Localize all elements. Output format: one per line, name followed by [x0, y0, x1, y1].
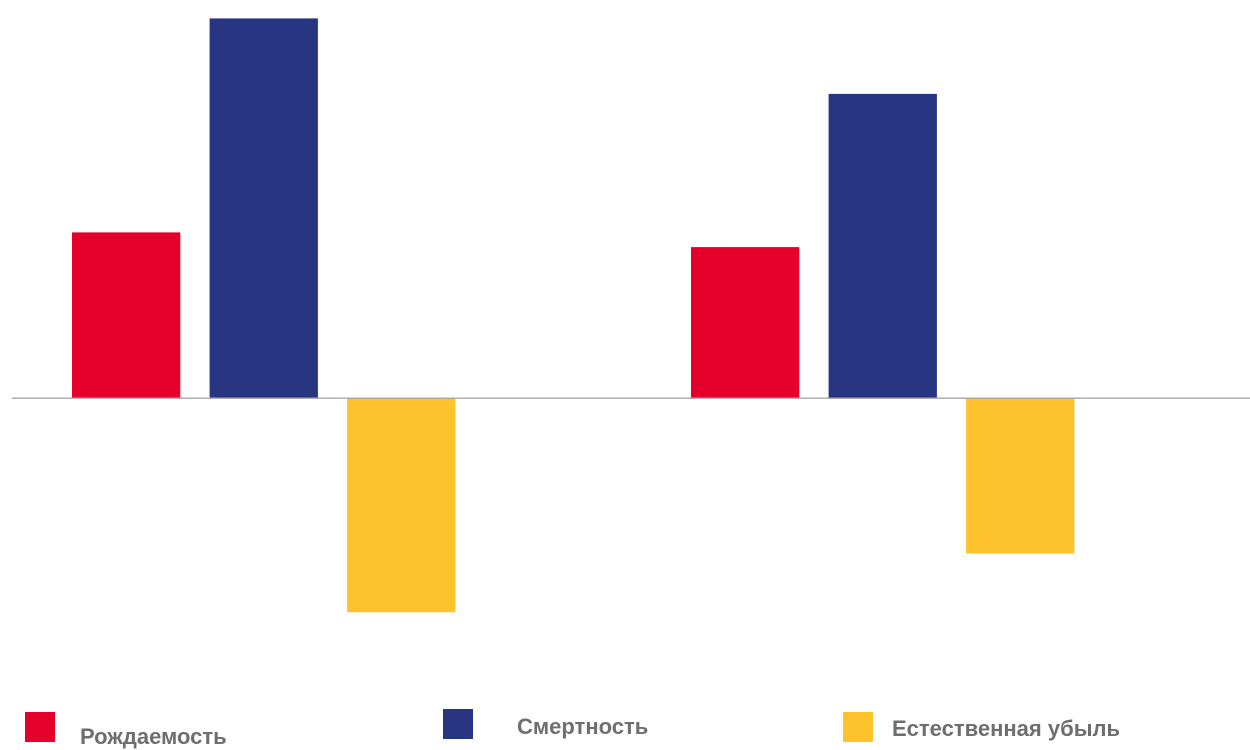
- legend-swatch-natural-decrease: [843, 712, 873, 742]
- legend-label-deaths: Смертность: [517, 714, 649, 739]
- legend-swatch-deaths: [443, 709, 473, 739]
- bars-group: [72, 18, 1075, 613]
- bar-natural-decrease-1: [347, 398, 456, 613]
- bar-births-2: [691, 247, 800, 399]
- legend-swatch-births: [25, 712, 55, 742]
- bar-natural-decrease-2: [966, 398, 1075, 554]
- bar-deaths-1: [209, 18, 318, 399]
- bar-births-1: [72, 232, 181, 399]
- legend-label-births: Рождаемость: [80, 724, 227, 749]
- bar-deaths-2: [828, 93, 937, 399]
- legend-label-natural-decrease: Естественная убыль: [892, 716, 1120, 741]
